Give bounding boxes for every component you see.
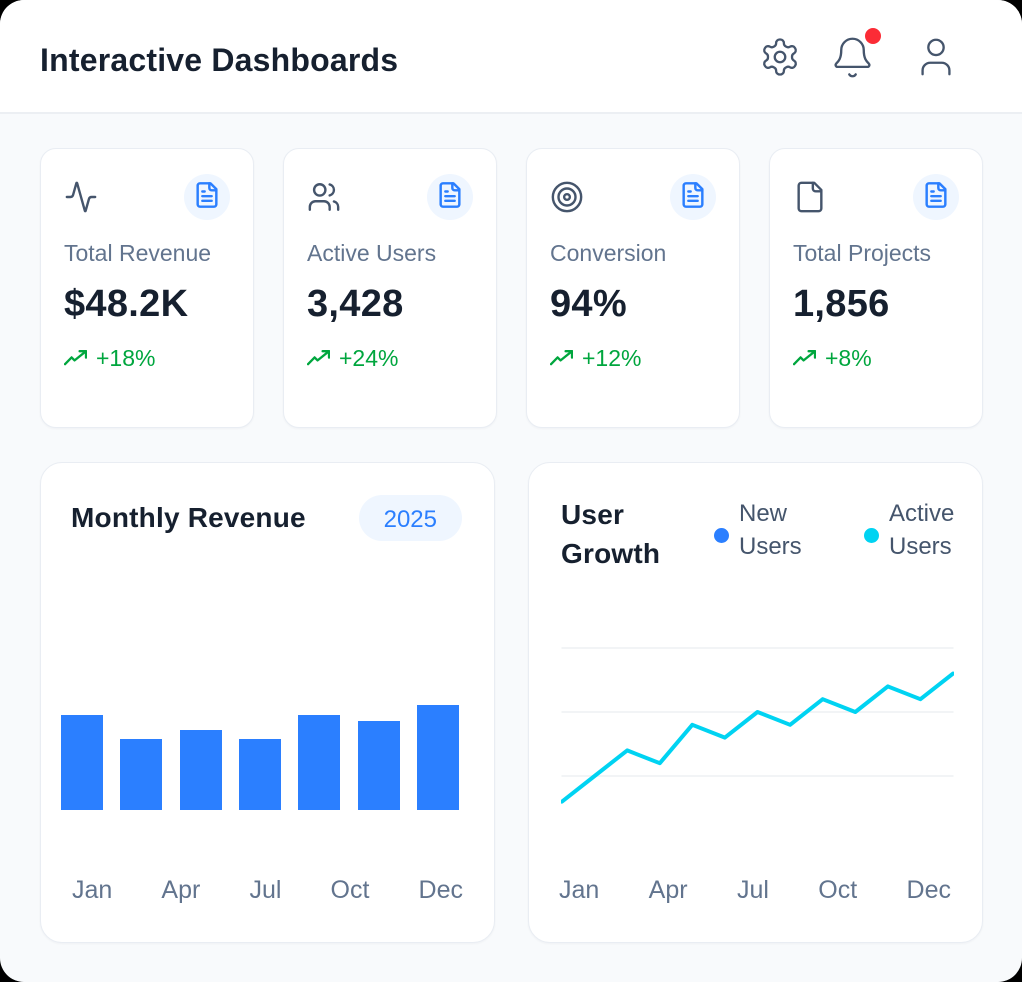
stat-trend-value: +24%: [339, 344, 399, 371]
legend-item: New Users: [714, 497, 815, 563]
stat-trend-value: +12%: [582, 344, 642, 371]
trending-up-icon: [793, 350, 816, 366]
stat-label: Total Projects: [793, 240, 932, 266]
trending-up-icon: [64, 350, 87, 366]
bar: [357, 720, 400, 810]
active-users-line: [561, 671, 954, 804]
line-chart: [561, 647, 954, 804]
users-icon: [307, 180, 341, 214]
stat-card-conversion: Conversion 94% +12%: [526, 148, 740, 428]
page-title: Interactive Dashboards: [40, 42, 399, 78]
file-text-icon: [436, 181, 464, 214]
legend-dot: [864, 528, 879, 543]
bell-icon: [830, 35, 875, 80]
settings-icon: [759, 36, 801, 78]
file-text-icon: [922, 181, 950, 214]
legend-label: New Users: [739, 500, 802, 560]
revenue-chart-title: Monthly Revenue: [71, 502, 306, 533]
revenue-chart-card: Monthly Revenue 2025 Jan Apr Jul Oct Dec: [40, 462, 495, 943]
x-tick-label: Apr: [648, 876, 688, 904]
notifications-button[interactable]: [829, 28, 881, 81]
legend-item: Active Users: [864, 497, 965, 563]
header: Interactive Dashboards: [0, 0, 1022, 114]
file-text-icon: [193, 181, 221, 214]
bar: [417, 704, 459, 810]
stat-card-total-revenue: Total Revenue $48.2K +18%: [40, 148, 254, 428]
bar-chart: [61, 664, 459, 810]
stat-corner-badge: [670, 174, 716, 220]
x-tick-label: Oct: [330, 876, 370, 904]
legend-dot: [714, 528, 729, 543]
bar: [239, 738, 281, 810]
bar: [179, 729, 222, 810]
bar: [61, 715, 103, 810]
user-icon: [913, 34, 959, 80]
stat-trend: +24%: [307, 344, 473, 372]
stat-trend: +8%: [793, 344, 959, 372]
activity-icon: [64, 180, 98, 214]
line-chart-x-labels: Jan Apr Jul Oct Dec: [559, 875, 951, 905]
stat-corner-badge: [427, 174, 473, 220]
x-tick-label: Jul: [736, 876, 769, 904]
x-tick-label: Dec: [906, 876, 951, 904]
target-icon: [550, 180, 584, 214]
stat-label: Conversion: [550, 240, 667, 266]
x-tick-label: Jan: [559, 876, 600, 904]
file-icon: [793, 180, 827, 214]
trending-up-icon: [307, 350, 330, 366]
legend-label: Active Users: [889, 500, 955, 560]
growth-chart-card: User Growth New Users Active Users Jan Apr…: [528, 462, 983, 943]
x-tick-label: Jan: [72, 876, 113, 904]
stat-card-total-projects: Total Projects 1,856 +8%: [769, 148, 983, 428]
stat-value: $48.2K: [64, 283, 189, 325]
stat-card-active-users: Active Users 3,428 +24%: [283, 148, 497, 428]
stat-corner-badge: [184, 174, 230, 220]
stat-value: 94%: [550, 283, 627, 325]
x-tick-label: Jul: [249, 876, 282, 904]
bar-chart-x-labels: Jan Apr Jul Oct Dec: [72, 875, 463, 905]
x-tick-label: Oct: [818, 876, 858, 904]
growth-chart-title: User Growth: [561, 499, 661, 569]
bar: [298, 715, 341, 810]
stat-trend-value: +18%: [96, 344, 156, 371]
trending-up-icon: [550, 350, 573, 366]
year-badge[interactable]: 2025: [358, 495, 462, 541]
x-tick-label: Apr: [161, 876, 201, 904]
stat-corner-badge: [913, 174, 959, 220]
stat-trend: +12%: [550, 344, 716, 372]
bar: [120, 738, 163, 810]
stat-value: 1,856: [793, 283, 890, 325]
stat-trend-value: +8%: [825, 344, 872, 371]
stat-label: Total Revenue: [64, 240, 212, 266]
stat-value: 3,428: [307, 283, 404, 325]
settings-button[interactable]: [756, 33, 804, 81]
stat-label: Active Users: [307, 240, 437, 266]
notification-badge: [865, 28, 881, 44]
file-text-icon: [679, 181, 707, 214]
x-tick-label: Dec: [418, 876, 463, 904]
profile-button[interactable]: [912, 33, 960, 81]
stat-trend: +18%: [64, 344, 230, 372]
